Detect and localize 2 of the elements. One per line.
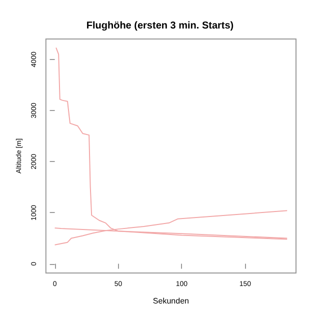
chart-title: Flughöhe (ersten 3 min. Starts) (86, 20, 234, 32)
x-axis-title: Sekunden (152, 296, 189, 306)
